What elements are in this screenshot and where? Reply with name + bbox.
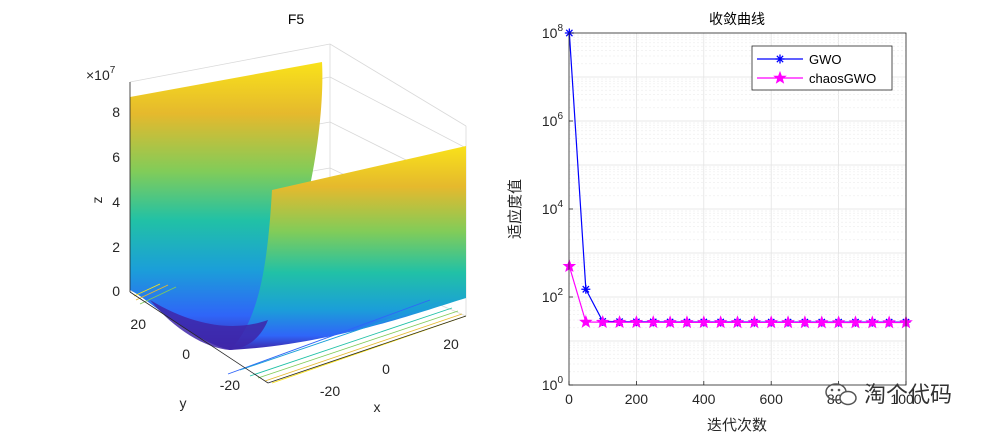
z-tick-label: 6: [112, 149, 120, 165]
y-tick-label: 0: [182, 346, 190, 362]
surface-title: F5: [288, 11, 305, 27]
surface-front-axes: [129, 82, 467, 384]
legend-marker-chaosgwo: [773, 70, 787, 84]
data-point: [579, 314, 593, 328]
x-tick-label: 0: [382, 361, 390, 377]
z-tick-label: 2: [112, 239, 120, 255]
z-tick-label: 4: [112, 194, 120, 210]
convergence-ylabel: 适应度值: [506, 179, 524, 239]
x-tick-label: 600: [760, 391, 784, 407]
data-point: [814, 315, 829, 329]
data-point: [581, 284, 591, 294]
series-chaosgwo: [562, 259, 913, 329]
z-tick-label: 8: [112, 104, 120, 120]
data-point: [764, 315, 779, 329]
watermark-text: 淘个代码: [864, 383, 952, 408]
x-tick-label: -20: [320, 383, 340, 399]
y-tick-label: 102: [542, 287, 564, 305]
legend-box: [751, 45, 893, 91]
axes-frame: [568, 32, 907, 386]
data-point: [747, 315, 762, 329]
data-point: [882, 315, 896, 329]
data-point: [680, 315, 694, 329]
y-axis-label: y: [180, 395, 187, 411]
legend-marker-gwo: [775, 54, 785, 64]
legend: GWO chaosGWO: [751, 45, 893, 91]
y-tick-label: -20: [220, 377, 240, 393]
data-point: [629, 315, 644, 329]
legend-marker: [773, 70, 787, 84]
convergence-xlabel: 迭代次数: [707, 416, 767, 434]
surface-trough: [150, 300, 268, 350]
y-tick-label: 100: [542, 375, 564, 393]
y-tick-label: 20: [130, 316, 146, 332]
convergence-title: 收敛曲线: [709, 12, 765, 28]
x-tick-label: 400: [692, 391, 716, 407]
data-point: [781, 315, 795, 329]
y-tick-label: 104: [542, 199, 564, 217]
data-point: [646, 315, 661, 329]
surface-x-ticks: -20 0 20: [320, 336, 459, 399]
x-axis-label: x: [374, 399, 381, 415]
data-point: [730, 315, 745, 329]
surface-y-ticks: 20 0 -20: [130, 316, 240, 393]
data-point: [831, 315, 846, 329]
data-point: [798, 315, 812, 329]
watermark-logo: [825, 383, 857, 406]
z-axis-label: z: [89, 197, 105, 204]
y-tick-label: 108: [542, 23, 564, 41]
z-tick-label: 0: [112, 283, 120, 299]
data-point: [696, 315, 711, 329]
x-tick-label: 200: [625, 391, 649, 407]
data-point: [663, 315, 677, 329]
surface-plot: F5: [86, 11, 467, 415]
y-tick-label: 106: [542, 111, 564, 129]
z-exponent-label: ×107: [86, 65, 116, 83]
legend-label-gwo: GWO: [809, 52, 842, 67]
legend-marker: [775, 54, 785, 64]
data-point: [595, 315, 610, 328]
data-point: [865, 315, 880, 329]
surface-z-ticks: 0 2 4 6 8: [112, 104, 120, 299]
data-point: [848, 315, 863, 329]
data-point: [713, 315, 728, 329]
x-tick-label: 0: [565, 391, 573, 407]
x-tick-label: 1000: [890, 391, 921, 407]
legend-label-chaosgwo: chaosGWO: [809, 71, 876, 86]
surface-right-wall: [230, 146, 466, 350]
data-point: [612, 315, 627, 329]
x-tick-label: 20: [443, 336, 459, 352]
